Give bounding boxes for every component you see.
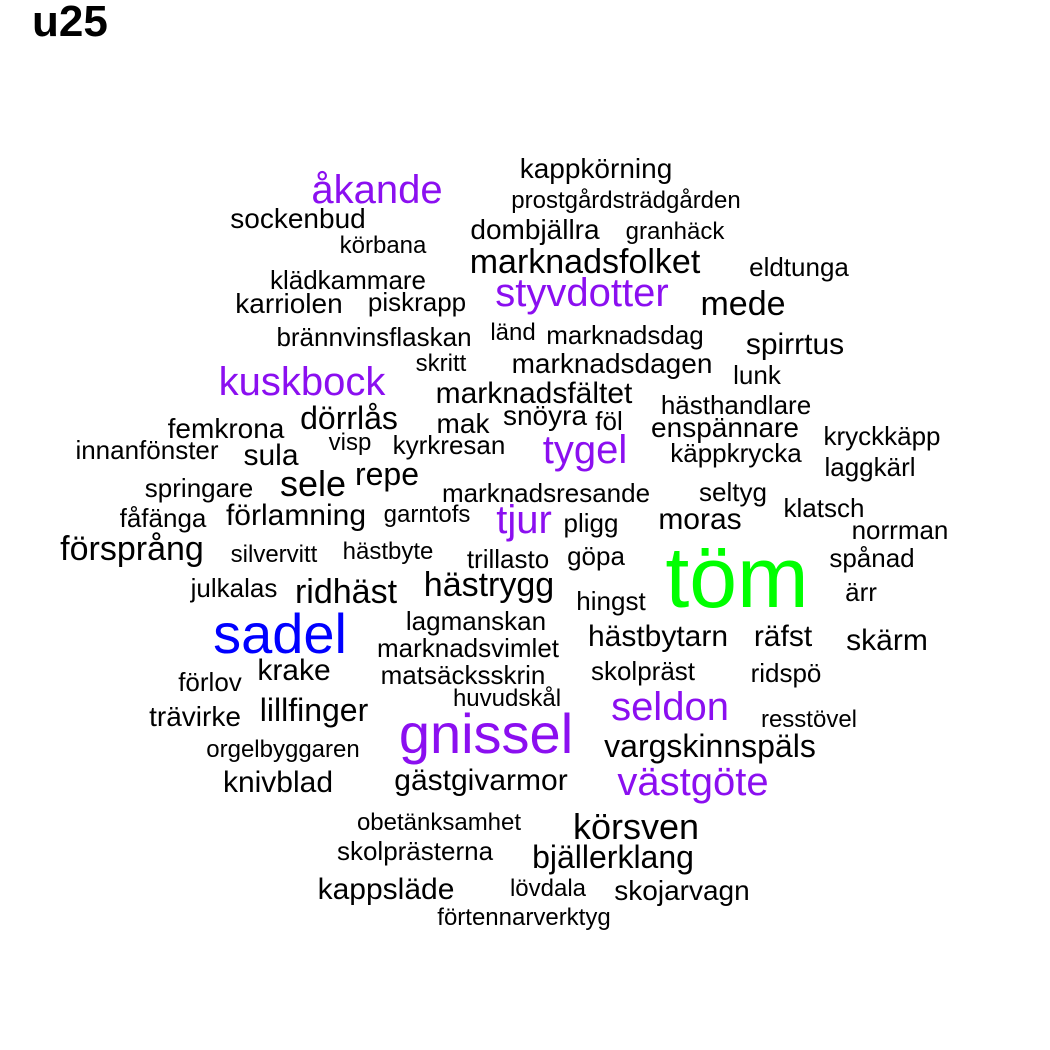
word-korbana: körbana <box>339 232 427 259</box>
word-rafst: räfst <box>753 620 813 653</box>
word-kuskbock: kuskbock <box>218 360 386 404</box>
word-skritt: skritt <box>415 350 467 377</box>
word-hastrygg: hästrygg <box>423 566 555 604</box>
word-karriolen: karriolen <box>235 288 343 319</box>
word-marknadsdag: marknadsdag <box>546 320 704 350</box>
word-hastbytarn: hästbytarn <box>587 620 729 653</box>
word-vastgote: västgöte <box>617 760 769 804</box>
word-sockenbud: sockenbud <box>230 203 366 234</box>
word-kappkrycka: käppkrycka <box>670 438 802 468</box>
word-enspannare: enspännare <box>651 412 799 443</box>
word-kryckkapp: kryckkäpp <box>823 421 941 451</box>
word-piskrapp: piskrapp <box>367 287 467 317</box>
word-skolprast: skolpräst <box>590 656 696 686</box>
word-tom: töm <box>665 530 809 626</box>
word-ridspo: ridspö <box>750 658 822 688</box>
word-orgelbyggaren: orgelbyggaren <box>206 736 360 763</box>
word-repe: repe <box>354 456 420 492</box>
word-visp: visp <box>328 429 372 456</box>
word-femkrona: femkrona <box>167 413 285 444</box>
word-gnissel: gnissel <box>398 702 574 765</box>
word-korsven: körsven <box>572 806 700 847</box>
word-tjur: tjur <box>496 498 552 542</box>
word-arr: ärr <box>845 577 877 607</box>
word-fortennarverktyg: förtennarverktyg <box>437 904 611 931</box>
word-hastbyte: hästbyte <box>342 538 434 565</box>
word-knivblad: knivblad <box>222 766 334 799</box>
word-trillasto: trillasto <box>466 544 550 574</box>
word-bjallerklang: bjällerklang <box>532 839 694 875</box>
word-seldon: seldon <box>611 685 729 729</box>
word-marknadsfaltet: marknadsfältet <box>435 377 633 410</box>
word-travirke: trävirke <box>149 701 241 732</box>
word-klatsch: klatsch <box>783 493 865 523</box>
word-norrman: norrman <box>851 515 949 545</box>
word-granhack: granhäck <box>625 218 725 245</box>
word-dorrlas: dörrlås <box>300 400 398 436</box>
word-kladkammare: klädkammare <box>269 265 427 295</box>
word-gastgivarmor: gästgivarmor <box>394 764 568 797</box>
page-title: u25 <box>32 0 108 46</box>
word-springare: springare <box>144 473 254 503</box>
word-forlamning: förlamning <box>225 499 367 532</box>
word-kyrkresan: kyrkresan <box>392 430 506 460</box>
word-kappslade: kappsläde <box>317 873 455 906</box>
word-tygel: tygel <box>542 428 628 472</box>
word-mak: mak <box>436 408 490 439</box>
word-obetanksamhet: obetänksamhet <box>356 809 522 836</box>
word-brannvinsflaskan: brännvinsflaskan <box>276 322 472 352</box>
word-marknadsresande: marknadsresande <box>441 478 651 508</box>
word-julkalas: julkalas <box>190 573 278 603</box>
word-spirrtus: spirrtus <box>745 328 845 361</box>
word-hingst: hingst <box>576 586 646 616</box>
word-skarm: skärm <box>846 624 928 657</box>
word-eldtunga: eldtunga <box>749 252 849 282</box>
word-lovdala: lövdala <box>509 875 587 902</box>
word-forlov: förlov <box>178 667 242 697</box>
word-lagmanskan: lagmanskan <box>405 606 547 636</box>
word-mede: mede <box>700 285 786 323</box>
word-dombjallra: dombjällra <box>470 214 600 245</box>
word-spanad: spånad <box>829 543 915 573</box>
word-lillfinger: lillfinger <box>259 692 369 728</box>
word-hasthandlare: hästhandlare <box>660 390 812 420</box>
word-silvervitt: silvervitt <box>230 541 318 568</box>
word-sadel: sadel <box>213 602 347 665</box>
word-fafanga: fåfänga <box>119 503 207 533</box>
word-marknadsfolket: marknadsfolket <box>469 243 701 281</box>
word-ridhast: ridhäst <box>294 573 398 611</box>
word-land: länd <box>490 319 536 346</box>
word-gopa: göpa <box>567 541 625 571</box>
word-sele: sele <box>279 463 347 504</box>
word-marknadsvimlet: marknadsvimlet <box>376 633 560 663</box>
word-krake: krake <box>257 654 331 687</box>
word-huvudskal: huvudskål <box>452 685 562 712</box>
word-laggkarl: laggkärl <box>824 452 916 482</box>
word-fol: föl <box>595 406 623 436</box>
word-prostgardstradgarden: prostgårdsträdgården <box>511 187 741 214</box>
word-lunk: lunk <box>733 360 781 390</box>
word-akande: åkande <box>311 168 443 212</box>
word-moras: moras <box>658 503 742 536</box>
word-forsprang: försprång <box>60 530 204 568</box>
word-pligg: pligg <box>563 508 619 538</box>
word-sula: sula <box>243 439 299 472</box>
word-snoyra: snöyra <box>502 400 588 431</box>
word-kappkorning: kappkörning <box>519 153 673 184</box>
word-garntofs: garntofs <box>383 501 471 528</box>
word-vargskinnspals: vargskinnspäls <box>604 728 816 764</box>
word-innanfonster: innanfönster <box>75 435 219 465</box>
word-seltyg: seltyg <box>699 477 767 507</box>
word-styvdotter: styvdotter <box>495 271 669 315</box>
word-skolprasterna: skolprästerna <box>336 836 494 866</box>
word-matsacksskrin: matsäcksskrin <box>380 660 546 690</box>
word-marknadsdagen: marknadsdagen <box>511 348 713 379</box>
word-resstovel: resstövel <box>760 706 858 733</box>
word-skojarvagn: skojarvagn <box>614 875 750 906</box>
